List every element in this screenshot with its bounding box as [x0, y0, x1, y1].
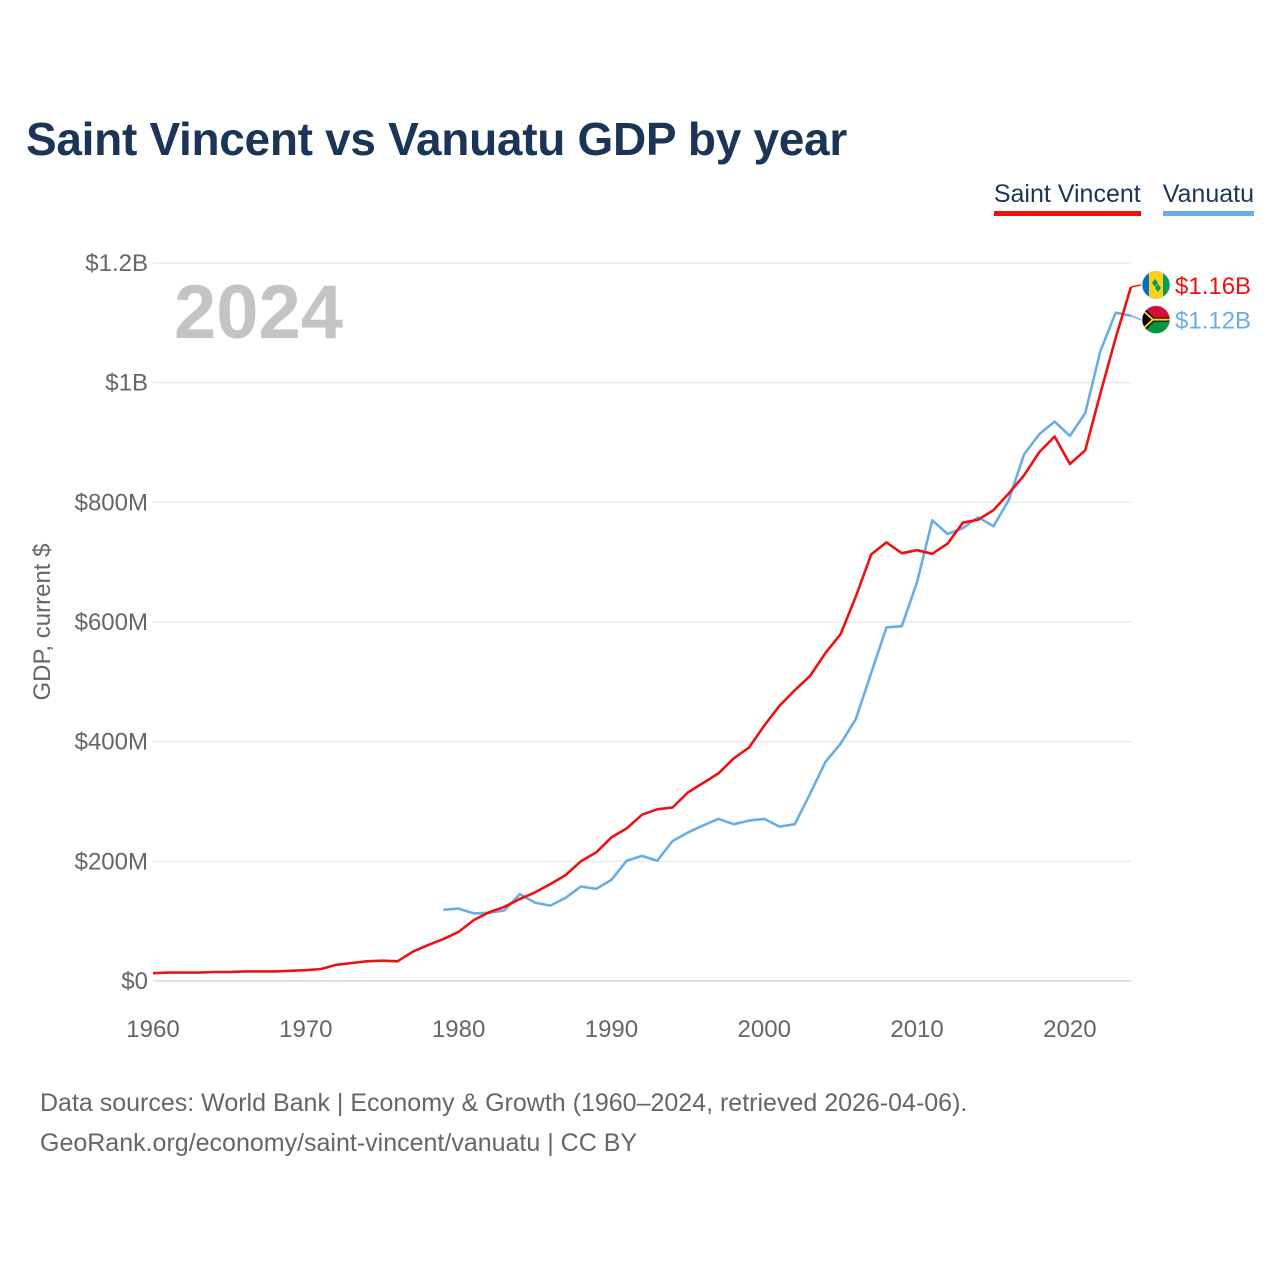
x-tick-label: 1970: [279, 1016, 332, 1043]
saint-vincent-flag-icon: [1141, 270, 1171, 300]
year-label: 2024: [174, 270, 343, 355]
end-connector: [1130, 284, 1142, 288]
legend-item-saint-vincent[interactable]: Saint Vincent: [993, 180, 1141, 216]
source-line-1: Data sources: World Bank | Economy & Gro…: [40, 1089, 968, 1117]
y-tick-label: $800M: [75, 489, 148, 516]
y-tick-label: $1B: [105, 370, 148, 397]
y-tick-label: $400M: [75, 729, 148, 756]
y-axis-title: GDP, current $: [29, 544, 56, 701]
x-tick-label: 1990: [585, 1016, 638, 1043]
y-tick-label: $0: [121, 968, 148, 995]
line-chart: $0 $200M $400M $600M $800M $1B $1.2B 1960 1970 19…: [29, 250, 1251, 1043]
source-line-2[interactable]: GeoRank.org/economy/saint-vincent/vanuat…: [40, 1129, 638, 1157]
end-connector: [1130, 314, 1142, 321]
x-tick-label: 1960: [126, 1016, 179, 1043]
series-line-vanuatu: [443, 311, 1132, 915]
x-tick-label: 2000: [738, 1016, 791, 1043]
end-value-label: $1.16B: [1175, 273, 1251, 300]
end-value-label: $1.12B: [1175, 308, 1251, 335]
legend: Saint Vincent Vanuatu: [993, 180, 1254, 216]
series-line-saint-vincent: [152, 286, 1133, 975]
x-tick-label: 2010: [890, 1016, 943, 1043]
chart-title: Saint Vincent vs Vanuatu GDP by year: [26, 113, 847, 165]
vanuatu-flag-icon: [1141, 305, 1171, 335]
y-tick-label: $1.2B: [85, 250, 148, 277]
legend-item-vanuatu[interactable]: Vanuatu: [1162, 180, 1254, 216]
y-tick-label: $200M: [75, 848, 148, 875]
source-note: Data sources: World Bank | Economy & Gro…: [40, 1083, 967, 1163]
x-tick-label: 2020: [1043, 1016, 1096, 1043]
x-tick-label: 1980: [432, 1016, 485, 1043]
y-tick-label: $600M: [75, 609, 148, 636]
